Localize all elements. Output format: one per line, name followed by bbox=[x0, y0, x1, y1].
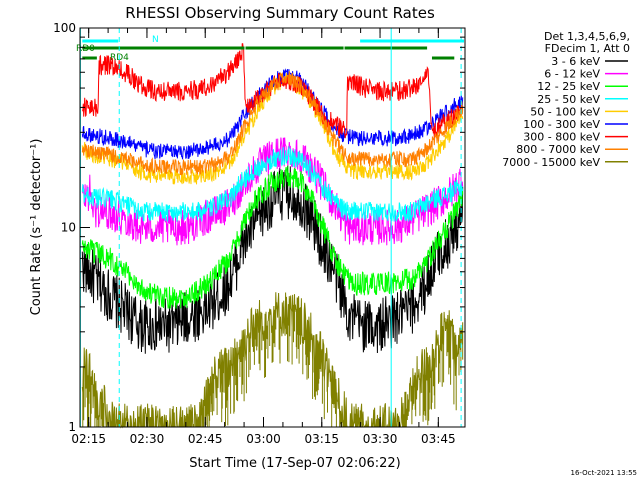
legend-label-7: 300 - 800 keV bbox=[523, 131, 600, 144]
x-tick-label-3: 02:45 bbox=[188, 432, 223, 446]
legend-label-9: 7000 - 15000 keV bbox=[502, 156, 600, 169]
legend-label-6: 100 - 300 keV bbox=[523, 118, 600, 131]
legend-label-3: 12 - 25 keV bbox=[537, 80, 600, 93]
x-tick-label-6: 03:30 bbox=[363, 432, 398, 446]
x-tick-label-7: 03:45 bbox=[421, 432, 456, 446]
series-line-3 bbox=[81, 165, 464, 310]
y-tick-label-3: 100 bbox=[53, 21, 76, 35]
legend-label-2: 6 - 12 keV bbox=[544, 68, 600, 81]
timestamp: 16-Oct-2021 13:55 bbox=[571, 469, 637, 477]
x-tick-label-5: 03:15 bbox=[304, 432, 339, 446]
x-tick-label-2: 02:30 bbox=[130, 432, 165, 446]
legend-header-line-2: FDecim 1, Att 0 bbox=[545, 42, 630, 55]
legend-label-4: 25 - 50 keV bbox=[537, 93, 600, 106]
legend-label-8: 800 - 7000 keV bbox=[516, 143, 600, 156]
x-tick-label-1: 02:15 bbox=[71, 432, 106, 446]
legend-label-5: 50 - 100 keV bbox=[530, 105, 600, 118]
y-tick-label-2: 10 bbox=[61, 221, 76, 235]
series-line-8 bbox=[81, 71, 464, 176]
x-axis-label: Start Time (17-Sep-07 02:06:22) bbox=[189, 456, 400, 471]
series-line-6 bbox=[81, 68, 464, 160]
chart-title: RHESSI Observing Summary Count Rates bbox=[125, 4, 435, 22]
legend-header-line-1: Det 1,3,4,5,6,9, bbox=[544, 30, 630, 43]
y-axis-label: Count Rate (s⁻¹ detector⁻¹) bbox=[29, 139, 44, 316]
legend-label-1: 3 - 6 keV bbox=[551, 55, 600, 68]
y-tick-label-1: 1 bbox=[68, 420, 76, 434]
annotation-n: N bbox=[152, 35, 159, 45]
x-tick-label-4: 03:00 bbox=[246, 432, 281, 446]
annotation-rd0: RD0 bbox=[76, 44, 95, 54]
series-line-7 bbox=[81, 43, 464, 139]
series-line-4 bbox=[81, 146, 464, 222]
